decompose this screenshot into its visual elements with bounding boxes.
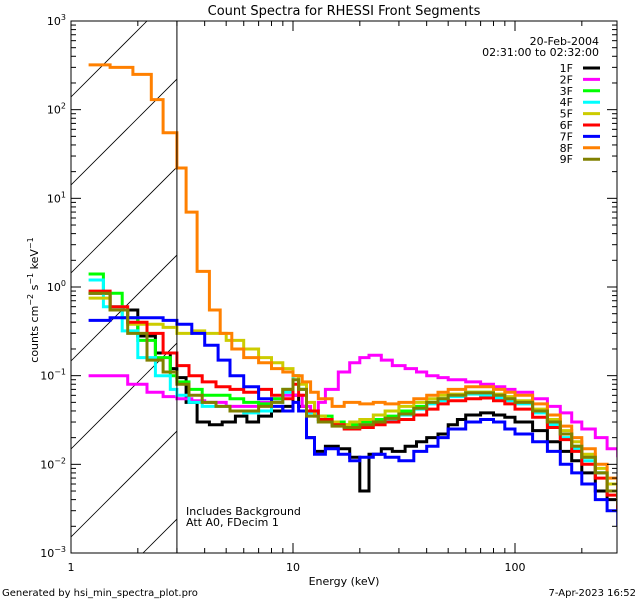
legend-date: 20-Feb-2004 [530,35,599,48]
x-tick-label: 10 [286,561,300,574]
series-9F [88,291,617,505]
axis-ticks [70,20,617,554]
legend-label: 6F [560,119,573,132]
x-axis-label: Energy (keV) [309,575,380,588]
annotation-attenuator: Att A0, FDecim 1 [186,516,279,529]
legend-item-2F: 2F [560,73,600,86]
x-tick-label: 100 [505,561,526,574]
legend-label: 9F [560,153,573,166]
y-tick-label: 10−1 [40,368,66,383]
y-axis-label: counts cm−2 s−1 keV−1 [26,237,41,362]
legend-label: 4F [560,96,573,109]
legend-label: 2F [560,73,573,86]
hatch-line [71,78,177,186]
hatch-line [71,0,177,9]
legend-label: 5F [560,108,573,121]
hatch-line [71,21,148,98]
chart-title: Count Spectra for RHESSI Front Segments [208,4,481,19]
legend-time-range: 02:31:00 to 02:32:00 [482,46,599,59]
excluded-energy-hatch [71,0,177,553]
y-tick-label: 100 [47,279,66,294]
hatch-line [71,430,177,538]
legend-item-5F: 5F [560,108,600,121]
series-1F [88,291,617,511]
legend-label: 8F [560,142,573,155]
y-tick-label: 102 [47,102,66,117]
x-tick-label: 1 [68,561,75,574]
annotation-background: Includes Background [186,505,301,518]
legend-item-6F: 6F [560,119,600,132]
hatch-line [142,518,177,553]
hatch-line [71,166,177,274]
series-8F [88,63,617,496]
legend-label: 7F [560,130,573,143]
y-tick-label: 103 [47,13,66,28]
legend-item-1F: 1F [560,62,600,75]
y-tick-label: 101 [47,190,66,205]
footer-generated-by: Generated by hsi_min_spectra_plot.pro [2,588,198,599]
y-tick-label: 10−2 [40,456,66,471]
legend-item-7F: 7F [560,130,600,143]
footer-timestamp: 7-Apr-2023 16:52 [549,588,636,599]
legend-item-8F: 8F [560,142,600,155]
series-4F [88,278,617,505]
legend-item-4F: 4F [560,96,600,109]
series-7F [88,316,617,527]
series-3F [88,272,617,505]
legend-label: 3F [560,85,573,98]
legend-item-9F: 9F [560,153,600,166]
legend-item-3F: 3F [560,85,600,98]
y-tick-label: 10−3 [40,545,66,560]
legend-label: 1F [560,62,573,75]
